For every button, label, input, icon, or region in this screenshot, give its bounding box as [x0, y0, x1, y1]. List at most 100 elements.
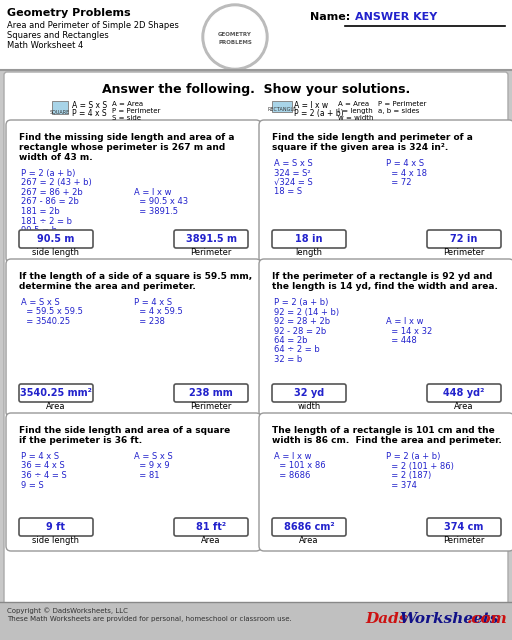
Text: 32 = b: 32 = b — [274, 355, 302, 364]
Text: = 101 x 86: = 101 x 86 — [274, 461, 326, 470]
Text: A = Area: A = Area — [338, 101, 369, 107]
FancyBboxPatch shape — [272, 518, 346, 536]
Text: These Math Worksheets are provided for personal, homeschool or classroom use.: These Math Worksheets are provided for p… — [7, 616, 292, 622]
FancyBboxPatch shape — [259, 120, 512, 263]
Text: = 81: = 81 — [134, 471, 159, 480]
Text: Area: Area — [201, 536, 221, 545]
Text: = 8686: = 8686 — [274, 471, 310, 480]
Text: width: width — [297, 402, 321, 411]
Text: Squares and Rectangles: Squares and Rectangles — [7, 31, 109, 40]
Text: 267 = 86 + 2b: 267 = 86 + 2b — [21, 188, 83, 197]
Text: = 3540.25: = 3540.25 — [21, 317, 70, 326]
FancyBboxPatch shape — [52, 101, 68, 114]
Text: 9 = S: 9 = S — [21, 481, 44, 490]
Text: A = l x w: A = l x w — [294, 101, 328, 110]
Text: A = S x S: A = S x S — [21, 298, 60, 307]
Text: = 14 x 32: = 14 x 32 — [387, 326, 433, 335]
Text: w = width: w = width — [338, 115, 373, 121]
Text: P = 2 (a + b): P = 2 (a + b) — [21, 169, 75, 178]
Text: 324 = S²: 324 = S² — [274, 168, 311, 177]
Text: P = 4 x S: P = 4 x S — [134, 298, 172, 307]
FancyBboxPatch shape — [427, 230, 501, 248]
Text: A = l x w: A = l x w — [387, 317, 424, 326]
Text: Find the side length and perimeter of a: Find the side length and perimeter of a — [272, 133, 473, 142]
Text: the length is 14 yd, find the width and area.: the length is 14 yd, find the width and … — [272, 282, 498, 291]
Text: = 3891.5: = 3891.5 — [134, 207, 178, 216]
Text: 8686 cm²: 8686 cm² — [284, 522, 334, 532]
Text: P = 4 x S: P = 4 x S — [72, 109, 106, 118]
FancyBboxPatch shape — [0, 70, 512, 640]
Text: √324 = S: √324 = S — [274, 178, 313, 187]
Text: P = 4 x S: P = 4 x S — [387, 159, 424, 168]
Text: A = S x S: A = S x S — [274, 159, 313, 168]
Text: side length: side length — [32, 248, 79, 257]
Text: If the length of a side of a square is 59.5 mm,: If the length of a side of a square is 5… — [19, 272, 252, 281]
Text: Geometry Problems: Geometry Problems — [7, 8, 131, 18]
FancyBboxPatch shape — [19, 230, 93, 248]
Text: RECTANGLE: RECTANGLE — [267, 107, 296, 112]
Text: GEOMETRY: GEOMETRY — [218, 33, 252, 38]
FancyBboxPatch shape — [427, 518, 501, 536]
Text: Copyright © DadsWorksheets, LLC: Copyright © DadsWorksheets, LLC — [7, 607, 128, 614]
Text: = 59.5 x 59.5: = 59.5 x 59.5 — [21, 307, 83, 317]
FancyBboxPatch shape — [174, 518, 248, 536]
Text: P = 2 (a + b): P = 2 (a + b) — [387, 452, 441, 461]
Text: = 4 x 18: = 4 x 18 — [387, 168, 428, 177]
Text: rectangle whose perimeter is 267 m and: rectangle whose perimeter is 267 m and — [19, 143, 225, 152]
Text: P = Perimeter: P = Perimeter — [378, 101, 426, 107]
FancyBboxPatch shape — [259, 259, 512, 417]
Text: PROBLEMS: PROBLEMS — [218, 40, 252, 45]
Text: 32 yd: 32 yd — [294, 388, 324, 398]
Text: 448 yd²: 448 yd² — [443, 388, 485, 398]
Text: Perimeter: Perimeter — [190, 402, 232, 411]
Text: P = 4 x S: P = 4 x S — [21, 452, 59, 461]
Text: Find the missing side length and area of a: Find the missing side length and area of… — [19, 133, 234, 142]
Text: Find the side length and area of a square: Find the side length and area of a squar… — [19, 426, 230, 435]
Text: Dads: Dads — [365, 612, 408, 626]
Text: A = S x S: A = S x S — [72, 101, 107, 110]
FancyBboxPatch shape — [272, 230, 346, 248]
Text: 64 = 2b: 64 = 2b — [274, 336, 308, 345]
Text: Perimeter: Perimeter — [190, 248, 232, 257]
Text: ANSWER KEY: ANSWER KEY — [355, 12, 437, 22]
Text: Area: Area — [454, 402, 474, 411]
Text: length: length — [295, 248, 323, 257]
Text: 181 ÷ 2 = b: 181 ÷ 2 = b — [21, 216, 72, 225]
Text: Answer the following.  Show your solutions.: Answer the following. Show your solution… — [102, 83, 410, 96]
Text: 238 mm: 238 mm — [189, 388, 233, 398]
Text: Perimeter: Perimeter — [443, 536, 485, 545]
Text: 9 ft: 9 ft — [47, 522, 66, 532]
Text: A = l x w: A = l x w — [274, 452, 311, 461]
FancyBboxPatch shape — [19, 518, 93, 536]
Text: = 238: = 238 — [134, 317, 164, 326]
Text: a, b = sides: a, b = sides — [378, 108, 419, 114]
Text: Math Worksheet 4: Math Worksheet 4 — [7, 41, 83, 50]
Text: If the perimeter of a rectangle is 92 yd and: If the perimeter of a rectangle is 92 yd… — [272, 272, 493, 281]
Text: Name:: Name: — [310, 12, 350, 22]
Text: A = Area: A = Area — [112, 101, 143, 107]
FancyBboxPatch shape — [174, 230, 248, 248]
Text: A = S x S: A = S x S — [134, 452, 172, 461]
Text: 36 = 4 x S: 36 = 4 x S — [21, 461, 65, 470]
FancyBboxPatch shape — [174, 384, 248, 402]
Text: width is 86 cm.  Find the area and perimeter.: width is 86 cm. Find the area and perime… — [272, 436, 502, 445]
Text: 36 ÷ 4 = S: 36 ÷ 4 = S — [21, 471, 67, 480]
Text: P = 2 (a + b): P = 2 (a + b) — [274, 298, 328, 307]
Text: 90.5 = b: 90.5 = b — [21, 226, 57, 235]
Text: SQUARE: SQUARE — [50, 109, 70, 114]
Text: width of 43 m.: width of 43 m. — [19, 153, 93, 162]
Text: 92 - 28 = 2b: 92 - 28 = 2b — [274, 326, 326, 335]
Text: 267 = 2 (43 + b): 267 = 2 (43 + b) — [21, 179, 92, 188]
FancyBboxPatch shape — [19, 384, 93, 402]
Text: .com: .com — [467, 612, 508, 626]
Text: 267 - 86 = 2b: 267 - 86 = 2b — [21, 198, 79, 207]
Text: square if the given area is 324 in².: square if the given area is 324 in². — [272, 143, 448, 152]
FancyBboxPatch shape — [4, 72, 508, 638]
FancyBboxPatch shape — [272, 384, 346, 402]
Text: = 90.5 x 43: = 90.5 x 43 — [134, 198, 187, 207]
FancyBboxPatch shape — [259, 413, 512, 551]
Text: 92 = 2 (14 + b): 92 = 2 (14 + b) — [274, 307, 339, 317]
FancyBboxPatch shape — [6, 413, 261, 551]
Text: 374 cm: 374 cm — [444, 522, 484, 532]
Text: = 9 x 9: = 9 x 9 — [134, 461, 169, 470]
